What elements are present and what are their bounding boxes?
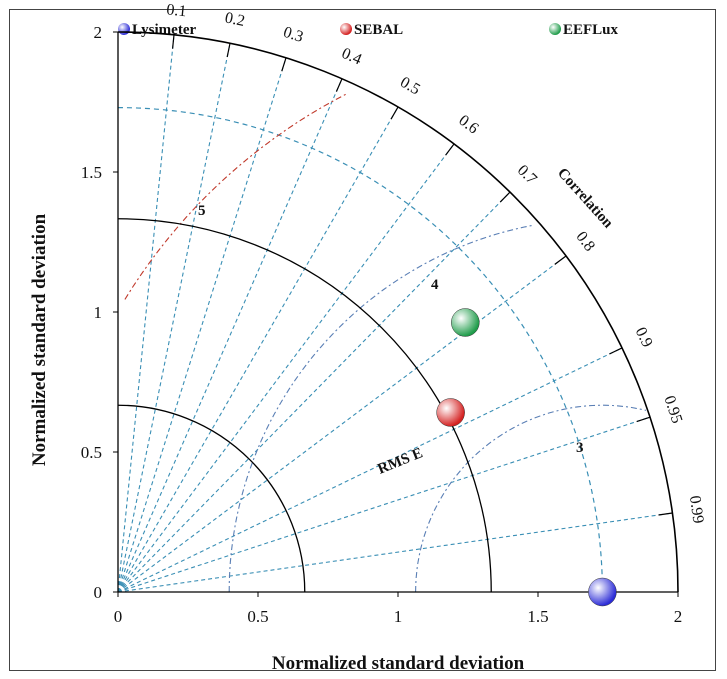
y-axis-title: Normalized standard deviation bbox=[29, 213, 50, 466]
data-point-eeflux bbox=[451, 308, 480, 337]
x-tick-label: 1 bbox=[394, 607, 403, 626]
correlation-tick bbox=[281, 57, 287, 72]
correlation-line bbox=[117, 255, 567, 593]
correlation-tick-label: 0.6 bbox=[455, 112, 481, 138]
correlation-label: Correlation bbox=[554, 165, 616, 232]
correlation-tick bbox=[226, 43, 231, 58]
correlation-tick bbox=[636, 416, 651, 423]
grid-layer bbox=[117, 34, 673, 593]
correlation-line bbox=[117, 512, 673, 593]
rmse-arc-label-4: 4 bbox=[431, 277, 439, 293]
y-tick-label: 1 bbox=[94, 303, 103, 322]
correlation-tick-label: 0.1 bbox=[166, 1, 188, 20]
correlation-line bbox=[117, 191, 511, 593]
correlation-tick-label: 0.99 bbox=[686, 495, 707, 525]
correlation-tick-label: 0.3 bbox=[281, 24, 305, 46]
correlation-tick bbox=[445, 143, 455, 156]
data-point-lysimeter bbox=[588, 577, 617, 607]
y-tick-label: 0.5 bbox=[81, 443, 102, 462]
y-tick-label: 1.5 bbox=[81, 163, 102, 182]
data-point-sebal bbox=[436, 398, 465, 427]
reference-std-arc bbox=[117, 107, 603, 593]
correlation-tick-label: 0.2 bbox=[223, 9, 246, 30]
rmse-arc-label-5: 5 bbox=[198, 203, 206, 219]
correlation-tick bbox=[390, 106, 399, 120]
legend-item: EEFLux bbox=[549, 22, 619, 38]
x-tick-label: 2 bbox=[674, 607, 683, 626]
correlation-line bbox=[117, 347, 623, 593]
correlation-tick-label: 0.8 bbox=[572, 228, 598, 254]
correlation-tick-label: 0.95 bbox=[660, 394, 685, 426]
correlation-tick bbox=[499, 191, 511, 203]
std-arc bbox=[117, 404, 306, 593]
correlation-tick-label: 0.5 bbox=[397, 74, 423, 99]
axes-layer: 0.1 0.2 0.3 0.4 0.5 0.6 0.7 0.8 0.9 0.95 0.99 0 0.5 1… bbox=[81, 1, 707, 626]
legend-label-eeflux: EEFLux bbox=[563, 22, 619, 38]
legend: Lysimeter SEBAL EEFLux bbox=[118, 22, 619, 38]
correlation-tick bbox=[554, 255, 567, 265]
points-layer bbox=[436, 308, 617, 607]
correlation-line bbox=[117, 43, 231, 593]
correlation-line bbox=[117, 416, 651, 593]
x-tick-label: 0 bbox=[114, 607, 123, 626]
correlation-tick bbox=[335, 78, 343, 92]
outer-arc bbox=[117, 31, 679, 593]
std-arc bbox=[117, 218, 492, 593]
legend-marker-sebal bbox=[340, 23, 352, 35]
y-tick-label: 0 bbox=[94, 583, 103, 602]
legend-marker-lysimeter bbox=[118, 23, 130, 35]
correlation-tick-label: 0.4 bbox=[339, 45, 364, 69]
rmse-label: RMS E bbox=[376, 445, 426, 477]
rmse-arc bbox=[228, 224, 535, 593]
correlation-tick-label: 0.9 bbox=[632, 325, 656, 350]
rmse-arc bbox=[415, 404, 647, 593]
legend-label-lysimeter: Lysimeter bbox=[132, 22, 196, 38]
legend-label-sebal: SEBAL bbox=[354, 22, 403, 38]
x-tick-label: 1.5 bbox=[527, 607, 548, 626]
correlation-tick bbox=[658, 512, 673, 516]
y-tick-label: 2 bbox=[94, 23, 103, 42]
correlation-tick bbox=[609, 347, 623, 355]
correlation-line bbox=[117, 34, 175, 593]
x-axis-title: Normalized standard deviation bbox=[272, 653, 525, 674]
chart-frame bbox=[9, 9, 716, 671]
legend-marker-eeflux bbox=[549, 23, 561, 35]
correlation-line bbox=[117, 106, 399, 593]
correlation-line bbox=[117, 57, 287, 593]
correlation-tick-label: 0.7 bbox=[514, 162, 540, 188]
rmse-arc-label-3: 3 bbox=[576, 440, 584, 456]
legend-item: SEBAL bbox=[340, 22, 403, 38]
x-tick-label: 0.5 bbox=[247, 607, 268, 626]
correlation-line bbox=[117, 143, 455, 593]
correlation-tick bbox=[172, 34, 175, 49]
correlation-line bbox=[117, 78, 343, 593]
rmse-arc bbox=[124, 92, 349, 300]
